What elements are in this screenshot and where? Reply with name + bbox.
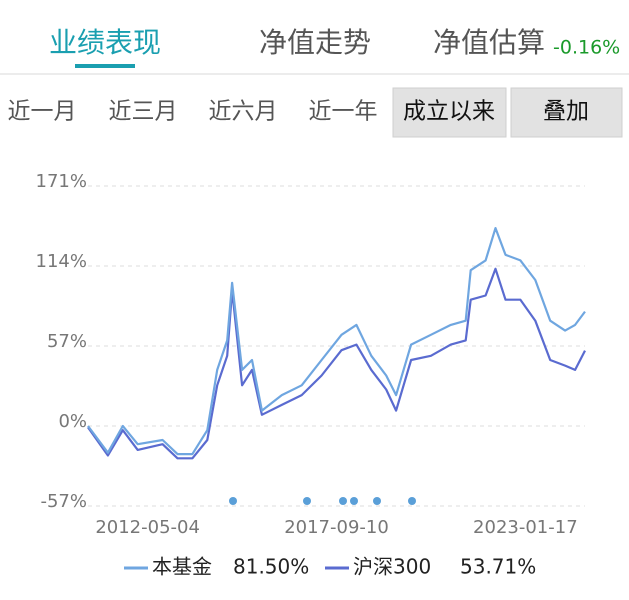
series-line — [87, 227, 586, 456]
period-button-bg[interactable] — [392, 87, 507, 138]
tab[interactable]: 业绩表现 — [49, 26, 161, 59]
x-tick-label: 2012-05-04 — [95, 517, 200, 538]
period-button[interactable]: 近三月 — [109, 99, 178, 125]
x-tick-label: 2023-01-17 — [473, 517, 578, 538]
legend-value: 81.50% — [233, 555, 309, 579]
y-tick-label: 0% — [58, 411, 87, 432]
y-tick-label: -57% — [40, 491, 87, 512]
period-button[interactable]: 近一月 — [8, 99, 77, 125]
y-tick-label: 114% — [36, 251, 87, 272]
overlay-button[interactable]: 叠加 — [543, 99, 589, 125]
x-tick-label: 2017-09-10 — [284, 517, 389, 538]
tab[interactable]: 净值估算 — [433, 26, 545, 59]
series-line — [87, 267, 586, 460]
overlay-button-bg[interactable] — [510, 87, 623, 138]
legend-label: 本基金 — [152, 555, 212, 579]
y-tick-label: 57% — [47, 331, 87, 352]
legend-value: 53.71% — [460, 555, 536, 579]
period-button[interactable]: 近一年 — [309, 99, 378, 125]
period-button[interactable]: 成立以来 — [403, 99, 495, 125]
y-tick-label: 171% — [36, 171, 87, 192]
period-button[interactable]: 近六月 — [209, 99, 278, 125]
tab-underline — [75, 64, 135, 68]
event-markers — [229, 497, 416, 505]
tab[interactable]: 净值走势 — [259, 26, 371, 59]
estimate-change: -0.16% — [553, 37, 620, 59]
legend-label: 沪深300 — [353, 555, 431, 579]
